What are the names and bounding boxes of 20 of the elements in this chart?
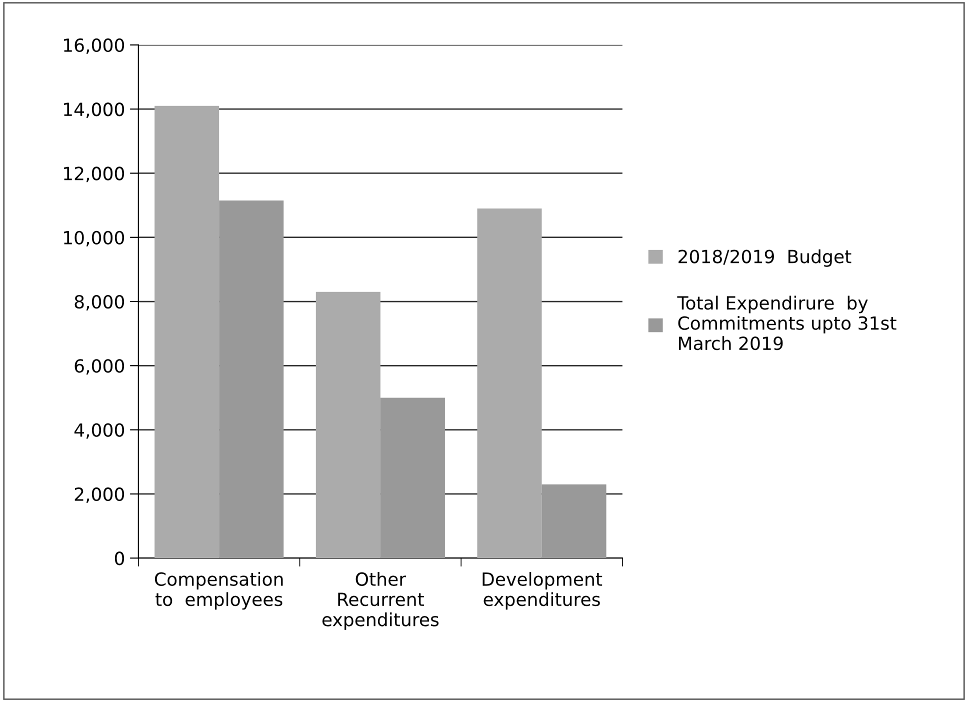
- legend-label: 2018/2019 Budget: [678, 249, 852, 267]
- y-tick-label: 10,000: [64, 230, 124, 246]
- y-tick-label: 2,000: [74, 487, 124, 503]
- y-tick-label: 8,000: [74, 294, 124, 310]
- y-tick-label: 0: [114, 552, 124, 566]
- bar: [154, 106, 220, 558]
- bar: [380, 398, 445, 558]
- x-tick-label: Other Recurrent expenditures: [322, 572, 439, 630]
- y-tick-label: 6,000: [74, 359, 124, 375]
- bar: [477, 208, 542, 558]
- bar: [219, 200, 284, 558]
- legend-label: Total Expendirure by Commitments upto 31st March 2019: [677, 296, 896, 350]
- y-tick-label: 14,000: [64, 102, 124, 118]
- y-tick-label: 16,000: [64, 38, 124, 54]
- x-tick-label: Development expenditures: [482, 572, 602, 610]
- y-tick-label: 4,000: [74, 423, 124, 439]
- y-tick-label: 12,000: [64, 166, 124, 182]
- x-tick-label: Compensation to employees: [154, 572, 283, 610]
- bar: [542, 484, 606, 558]
- bar: [316, 292, 380, 558]
